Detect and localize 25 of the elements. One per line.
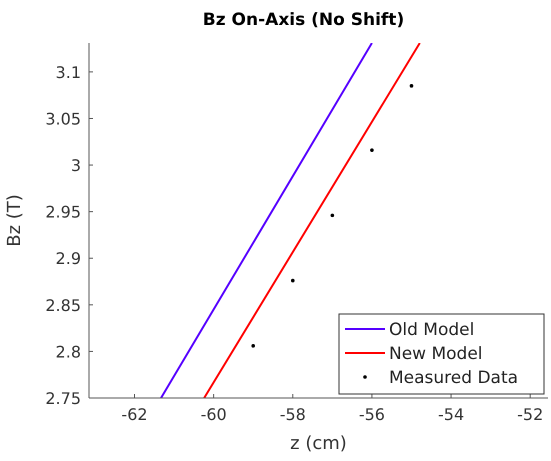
x-tick-label: -60 xyxy=(200,405,227,424)
point xyxy=(251,344,256,348)
x-tick-label: -62 xyxy=(121,405,148,424)
y-tick-label: 3.1 xyxy=(56,62,81,82)
y-tick-label: 2.85 xyxy=(45,296,81,315)
x-tick-label: -56 xyxy=(358,405,385,424)
point xyxy=(290,278,295,282)
y-axis-title: Bz (T) xyxy=(4,194,25,247)
chart-title: Bz On-Axis (No Shift) xyxy=(202,10,404,30)
legend-label: New Model xyxy=(389,344,483,364)
x-axis-title: z (cm) xyxy=(290,433,347,454)
x-tick-label: -58 xyxy=(280,405,306,424)
point xyxy=(370,148,374,152)
legend-label: Old Model xyxy=(389,320,474,340)
legend-label: Measured Data xyxy=(389,368,518,388)
x-tick-label: -54 xyxy=(438,405,464,424)
y-tick-label: 3 xyxy=(70,156,81,176)
y-tick-label: 2.75 xyxy=(45,389,81,408)
y-tick-label: 2.9 xyxy=(56,249,81,268)
y-tick-label: 3.05 xyxy=(45,109,81,128)
point xyxy=(410,84,414,88)
point xyxy=(330,214,334,218)
y-tick-label: 2.95 xyxy=(45,202,81,222)
x-tick-label: -52 xyxy=(517,405,544,424)
y-tick-label: 2.8 xyxy=(56,342,81,362)
